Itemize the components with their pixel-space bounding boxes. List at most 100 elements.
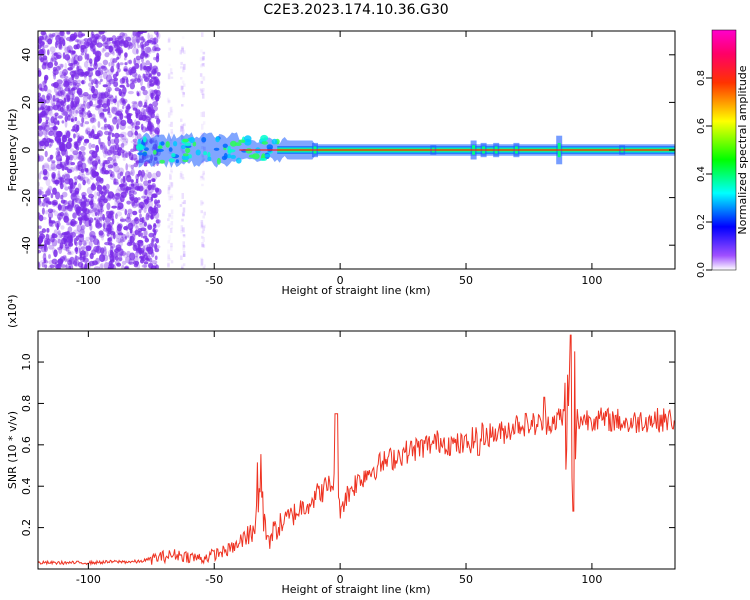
noise-speck <box>145 54 150 58</box>
noise-speck <box>117 223 123 229</box>
noise-speck <box>151 68 157 75</box>
snr-y-multiplier: (x10⁴) <box>6 295 19 329</box>
noise-speck <box>45 116 49 121</box>
carrier-blob <box>227 145 231 152</box>
noise-speck <box>125 36 132 42</box>
faint-streak <box>167 225 170 229</box>
noise-speck <box>137 197 141 201</box>
noise-speck <box>72 81 77 88</box>
noise-speck <box>39 87 43 91</box>
noise-speck <box>99 141 105 149</box>
noise-speck <box>149 79 153 83</box>
noise-speck <box>119 218 127 222</box>
noise-speck <box>129 82 135 90</box>
noise-speck <box>48 260 54 265</box>
noise-speck <box>135 36 141 44</box>
noise-speck <box>69 107 75 115</box>
noise-speck <box>93 191 98 200</box>
noise-speck <box>95 257 100 265</box>
snr-y-ticks: 0.2 0.4 0.6 0.8 1.0 <box>20 353 675 536</box>
noise-speck <box>38 155 41 163</box>
noise-speck <box>92 113 96 122</box>
noise-speck <box>132 132 139 136</box>
faint-streak <box>202 237 205 242</box>
noise-speck <box>101 142 106 148</box>
faint-streak <box>201 183 204 187</box>
noise-speck <box>57 115 63 119</box>
noise-speck <box>75 145 80 151</box>
noise-speck <box>152 46 157 52</box>
noise-speck <box>81 246 85 251</box>
noise-speck <box>68 81 73 86</box>
noise-speck <box>76 65 80 72</box>
noise-speck <box>39 233 46 240</box>
noise-speck <box>100 262 104 269</box>
noise-speck <box>134 229 139 236</box>
noise-speck <box>38 107 42 111</box>
noise-speck <box>125 170 131 178</box>
noise-speck <box>111 231 116 235</box>
noise-speck <box>128 258 132 265</box>
noise-speck <box>100 91 105 96</box>
noise-speck <box>137 31 144 35</box>
noise-speck <box>98 230 104 236</box>
noise-speck <box>140 227 147 232</box>
noise-speck <box>53 86 57 93</box>
faint-streak <box>201 230 205 234</box>
noise-speck <box>141 264 147 268</box>
faint-streak <box>203 211 206 216</box>
carrier-blob <box>236 157 242 164</box>
noise-speck <box>106 202 111 211</box>
carrier-blob <box>216 157 221 165</box>
noise-speck <box>74 254 78 262</box>
faint-streak <box>182 227 185 233</box>
noise-speck <box>156 72 161 77</box>
noise-speck <box>84 52 88 60</box>
noise-speck <box>143 254 146 262</box>
noise-speck <box>91 31 94 36</box>
noise-speck <box>133 197 139 204</box>
noise-speck <box>105 210 110 215</box>
faint-streak <box>201 235 204 239</box>
noise-speck <box>102 160 109 168</box>
snr-line-area <box>38 334 675 566</box>
faint-streak <box>170 246 173 252</box>
noise-speck <box>85 236 90 241</box>
noise-speck <box>152 90 159 95</box>
noise-speck <box>47 167 53 172</box>
noise-speck <box>108 96 111 102</box>
noise-speck <box>119 122 126 130</box>
noise-speck <box>82 115 89 120</box>
faint-streak <box>183 123 186 127</box>
noise-speck <box>146 122 153 130</box>
faint-streak <box>181 104 184 107</box>
noise-speck <box>114 98 117 105</box>
spectrogram-x-ticks: -100 -50 0 50 100 <box>76 31 602 287</box>
carrier-blob <box>259 157 267 161</box>
noise-speck <box>121 260 127 265</box>
noise-speck <box>136 38 140 43</box>
faint-streak <box>200 263 203 267</box>
noise-speck <box>72 103 78 108</box>
noise-speck <box>66 258 73 262</box>
noise-speck <box>147 196 153 200</box>
noise-speck <box>144 237 149 243</box>
noise-speck <box>157 123 160 130</box>
noise-speck <box>100 250 107 257</box>
figure-title: C2E3.2023.174.10.36.G30 <box>263 2 448 18</box>
carrier-blob <box>213 147 220 151</box>
noise-speck <box>104 216 111 223</box>
noise-speck <box>151 251 155 258</box>
noise-speck <box>139 63 143 71</box>
noise-speck <box>77 135 80 143</box>
noise-speck <box>156 118 161 125</box>
noise-speck <box>134 77 138 82</box>
noise-speck <box>46 95 50 100</box>
noise-speck <box>144 41 150 46</box>
carrier-blob <box>137 152 144 156</box>
faint-streak <box>168 234 171 241</box>
noise-speck <box>97 95 101 100</box>
noise-speck <box>75 39 79 43</box>
noise-speck <box>131 80 137 84</box>
noise-speck <box>95 222 102 229</box>
